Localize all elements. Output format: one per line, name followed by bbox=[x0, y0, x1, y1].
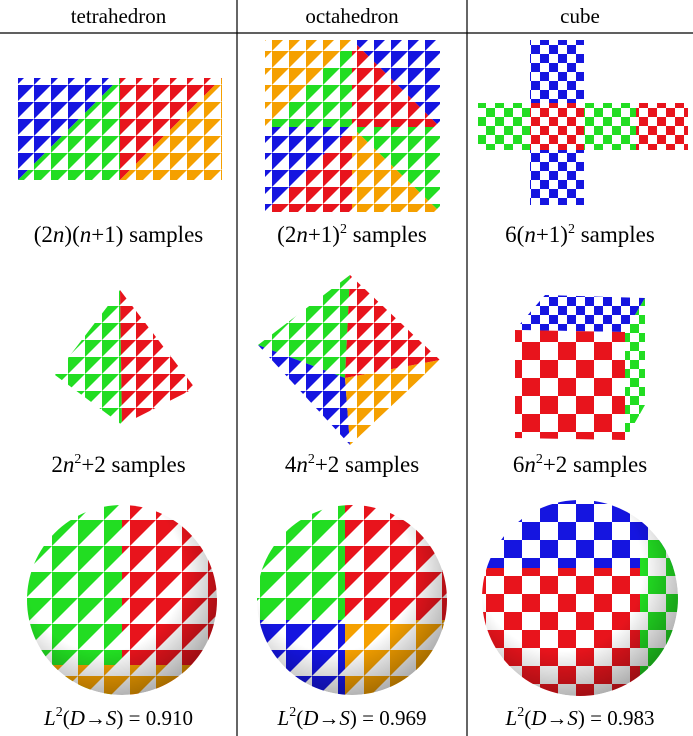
caption-part: S bbox=[105, 706, 117, 730]
caption-part: )( bbox=[64, 222, 80, 247]
caption-part: 2 bbox=[535, 452, 543, 467]
caption-part: 2 bbox=[567, 222, 575, 237]
caption: L2(D→S) = 0.983 bbox=[467, 706, 693, 731]
caption-part: D bbox=[531, 706, 547, 730]
caption-part: ) = 0.910 bbox=[116, 706, 193, 730]
caption-part: 2 bbox=[517, 705, 525, 720]
caption: 6(n+1)2 samples bbox=[467, 222, 693, 248]
caption-part: (2 bbox=[277, 222, 297, 247]
caption-part: 2 bbox=[74, 452, 82, 467]
caption-part: 2 bbox=[339, 222, 347, 237]
caption-part: L bbox=[505, 706, 518, 730]
caption-part: 4 bbox=[284, 452, 297, 477]
caption-part: +2 samples bbox=[81, 452, 186, 477]
caption-part: samples bbox=[574, 222, 655, 247]
caption-part: ( bbox=[62, 706, 70, 730]
caption-part: ) = 0.969 bbox=[349, 706, 427, 730]
caption: (2n+1)2 samples bbox=[237, 222, 467, 248]
cube-solid bbox=[515, 295, 645, 440]
column-header: tetrahedron bbox=[70, 4, 167, 28]
caption-part: 2 bbox=[289, 705, 297, 720]
caption-part: +1) bbox=[307, 222, 340, 247]
caption-part: → bbox=[318, 706, 340, 730]
caption-part: 2 bbox=[51, 452, 63, 477]
caption-part: D bbox=[69, 706, 85, 730]
caption-part: +1) bbox=[535, 222, 568, 247]
caption-part: 2 bbox=[55, 705, 63, 720]
caption-part: D bbox=[303, 706, 319, 730]
tetrahedron-solid bbox=[55, 290, 195, 425]
octahedron-unfolding bbox=[265, 40, 440, 212]
caption-part: 6 bbox=[512, 452, 525, 477]
caption-part: +2 samples bbox=[314, 452, 420, 477]
cube-unfolding bbox=[478, 40, 688, 205]
caption-part: n bbox=[524, 452, 536, 477]
caption-part: → bbox=[546, 706, 568, 730]
tetrahedron-sphere bbox=[27, 505, 217, 695]
caption-part: samples bbox=[346, 222, 427, 247]
column-header: octahedron bbox=[305, 4, 399, 28]
column-header: cube bbox=[560, 4, 600, 28]
caption-part: ) = 0.983 bbox=[577, 706, 655, 730]
caption: 4n2+2 samples bbox=[237, 452, 467, 478]
caption-part: S bbox=[567, 706, 578, 730]
caption-part: ( bbox=[296, 706, 304, 730]
caption-part: 6( bbox=[505, 222, 525, 247]
caption-part: ( bbox=[524, 706, 532, 730]
caption-part: +1) samples bbox=[91, 222, 204, 247]
caption-part: +2 samples bbox=[542, 452, 648, 477]
caption-part: → bbox=[84, 706, 106, 730]
caption-part: n bbox=[79, 222, 92, 247]
cube-sphere bbox=[482, 500, 678, 696]
caption: 6n2+2 samples bbox=[467, 452, 693, 478]
octahedron-solid bbox=[258, 275, 440, 445]
caption-part: n bbox=[524, 222, 536, 247]
caption-part: n bbox=[52, 222, 65, 247]
caption-part: n bbox=[296, 222, 308, 247]
caption-part: S bbox=[339, 706, 350, 730]
caption: 2n2+2 samples bbox=[0, 452, 237, 478]
caption-part: n bbox=[62, 452, 75, 477]
caption-part: L bbox=[277, 706, 290, 730]
caption: L2(D→S) = 0.969 bbox=[237, 706, 467, 731]
caption: L2(D→S) = 0.910 bbox=[0, 706, 237, 731]
caption: (2n)(n+1) samples bbox=[0, 222, 237, 248]
octahedron-sphere bbox=[257, 505, 447, 695]
tetrahedron-unfolding bbox=[18, 78, 222, 180]
caption-part: 2 bbox=[307, 452, 315, 467]
caption-part: (2 bbox=[33, 222, 53, 247]
caption-part: n bbox=[296, 452, 308, 477]
caption-part: L bbox=[44, 706, 56, 730]
